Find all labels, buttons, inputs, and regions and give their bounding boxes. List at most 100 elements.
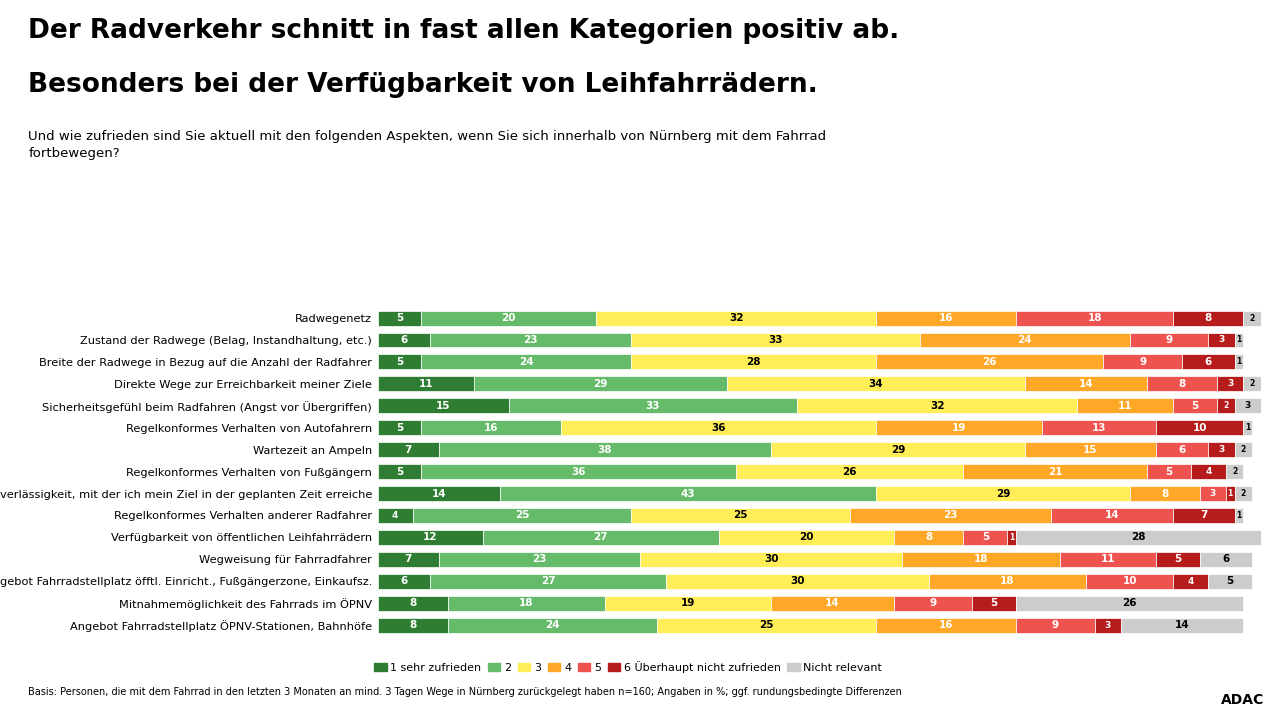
Text: 7: 7 bbox=[404, 445, 412, 454]
Bar bbox=[1226, 486, 1235, 501]
Bar bbox=[1208, 333, 1235, 348]
Bar bbox=[1121, 618, 1243, 633]
Text: 8: 8 bbox=[1179, 379, 1185, 389]
Text: 23: 23 bbox=[524, 335, 538, 345]
Text: 19: 19 bbox=[952, 423, 966, 433]
Text: Basis: Personen, die mit dem Fahrrad in den letzten 3 Monaten an mind. 3 Tagen W: Basis: Personen, die mit dem Fahrrad in … bbox=[28, 687, 902, 697]
Text: 4: 4 bbox=[1206, 467, 1212, 476]
Bar bbox=[771, 595, 893, 611]
Text: 3: 3 bbox=[1105, 621, 1111, 629]
Text: 2: 2 bbox=[1249, 314, 1254, 323]
Bar bbox=[1190, 464, 1226, 479]
Text: 14: 14 bbox=[1175, 620, 1189, 630]
Text: 8: 8 bbox=[1161, 489, 1169, 498]
Bar bbox=[1243, 310, 1261, 325]
Bar bbox=[1085, 574, 1174, 589]
Bar bbox=[631, 333, 920, 348]
Text: 11: 11 bbox=[1117, 401, 1133, 411]
Bar bbox=[718, 530, 893, 545]
Text: 5: 5 bbox=[396, 423, 403, 433]
Bar bbox=[1174, 398, 1217, 413]
Bar bbox=[1078, 398, 1174, 413]
Text: 16: 16 bbox=[484, 423, 498, 433]
Bar bbox=[1042, 420, 1156, 435]
Bar bbox=[640, 552, 902, 567]
Text: 28: 28 bbox=[1132, 532, 1146, 542]
Bar bbox=[378, 552, 439, 567]
Bar bbox=[378, 398, 508, 413]
Text: 2: 2 bbox=[1240, 489, 1245, 498]
Text: 5: 5 bbox=[1226, 576, 1234, 586]
Bar bbox=[1051, 508, 1174, 523]
Bar bbox=[928, 574, 1085, 589]
Text: 8: 8 bbox=[408, 620, 416, 630]
Bar bbox=[474, 377, 727, 392]
Text: 33: 33 bbox=[768, 335, 783, 345]
Bar bbox=[1156, 442, 1208, 457]
Text: 36: 36 bbox=[712, 423, 726, 433]
Bar bbox=[1016, 310, 1174, 325]
Text: 5: 5 bbox=[1174, 554, 1181, 564]
Bar bbox=[876, 354, 1103, 369]
Text: 25: 25 bbox=[515, 510, 529, 521]
Text: 1: 1 bbox=[1245, 423, 1251, 432]
Text: 11: 11 bbox=[419, 379, 433, 389]
Bar bbox=[1243, 420, 1252, 435]
Text: 26: 26 bbox=[983, 357, 997, 367]
Bar bbox=[439, 442, 771, 457]
Text: 32: 32 bbox=[728, 313, 744, 323]
Text: 9: 9 bbox=[929, 598, 937, 608]
Bar bbox=[893, 530, 964, 545]
Text: 25: 25 bbox=[733, 510, 748, 521]
Text: 3: 3 bbox=[1219, 445, 1225, 454]
Bar bbox=[850, 508, 1051, 523]
Bar bbox=[439, 552, 640, 567]
Bar bbox=[1130, 333, 1208, 348]
Text: 5: 5 bbox=[1165, 467, 1172, 477]
Bar bbox=[1060, 552, 1156, 567]
Text: 34: 34 bbox=[869, 379, 883, 389]
Bar bbox=[1235, 508, 1243, 523]
Text: 4: 4 bbox=[392, 511, 398, 520]
Text: 5: 5 bbox=[396, 313, 403, 323]
Text: 38: 38 bbox=[598, 445, 612, 454]
Text: ADAC: ADAC bbox=[1221, 693, 1265, 707]
Text: 8: 8 bbox=[408, 598, 416, 608]
Bar bbox=[631, 354, 876, 369]
Bar bbox=[448, 595, 605, 611]
Text: 9: 9 bbox=[1052, 620, 1059, 630]
Bar bbox=[1199, 486, 1226, 501]
Bar bbox=[964, 530, 1007, 545]
Text: 18: 18 bbox=[1088, 313, 1102, 323]
Text: 29: 29 bbox=[996, 489, 1010, 498]
Text: 20: 20 bbox=[799, 532, 813, 542]
Bar bbox=[378, 508, 412, 523]
Bar bbox=[1243, 377, 1261, 392]
Text: 3: 3 bbox=[1228, 379, 1234, 388]
Text: 14: 14 bbox=[1105, 510, 1120, 521]
Bar bbox=[561, 420, 876, 435]
Bar bbox=[771, 442, 1025, 457]
Bar bbox=[964, 464, 1147, 479]
Bar bbox=[430, 333, 631, 348]
Bar bbox=[1025, 442, 1156, 457]
Bar bbox=[378, 595, 448, 611]
Text: 4: 4 bbox=[1188, 577, 1194, 586]
Bar bbox=[666, 574, 928, 589]
Bar bbox=[1226, 464, 1243, 479]
Text: 5: 5 bbox=[396, 467, 403, 477]
Text: 36: 36 bbox=[571, 467, 586, 477]
Text: 24: 24 bbox=[518, 357, 534, 367]
Bar bbox=[727, 377, 1025, 392]
Bar bbox=[500, 486, 876, 501]
Bar bbox=[1235, 354, 1243, 369]
Text: 14: 14 bbox=[431, 489, 447, 498]
Text: 7: 7 bbox=[404, 554, 412, 564]
Text: 20: 20 bbox=[502, 313, 516, 323]
Text: 6: 6 bbox=[401, 576, 407, 586]
Bar bbox=[1208, 574, 1252, 589]
Text: 43: 43 bbox=[681, 489, 695, 498]
Text: 29: 29 bbox=[594, 379, 608, 389]
Bar bbox=[430, 574, 666, 589]
Text: 26: 26 bbox=[842, 467, 858, 477]
